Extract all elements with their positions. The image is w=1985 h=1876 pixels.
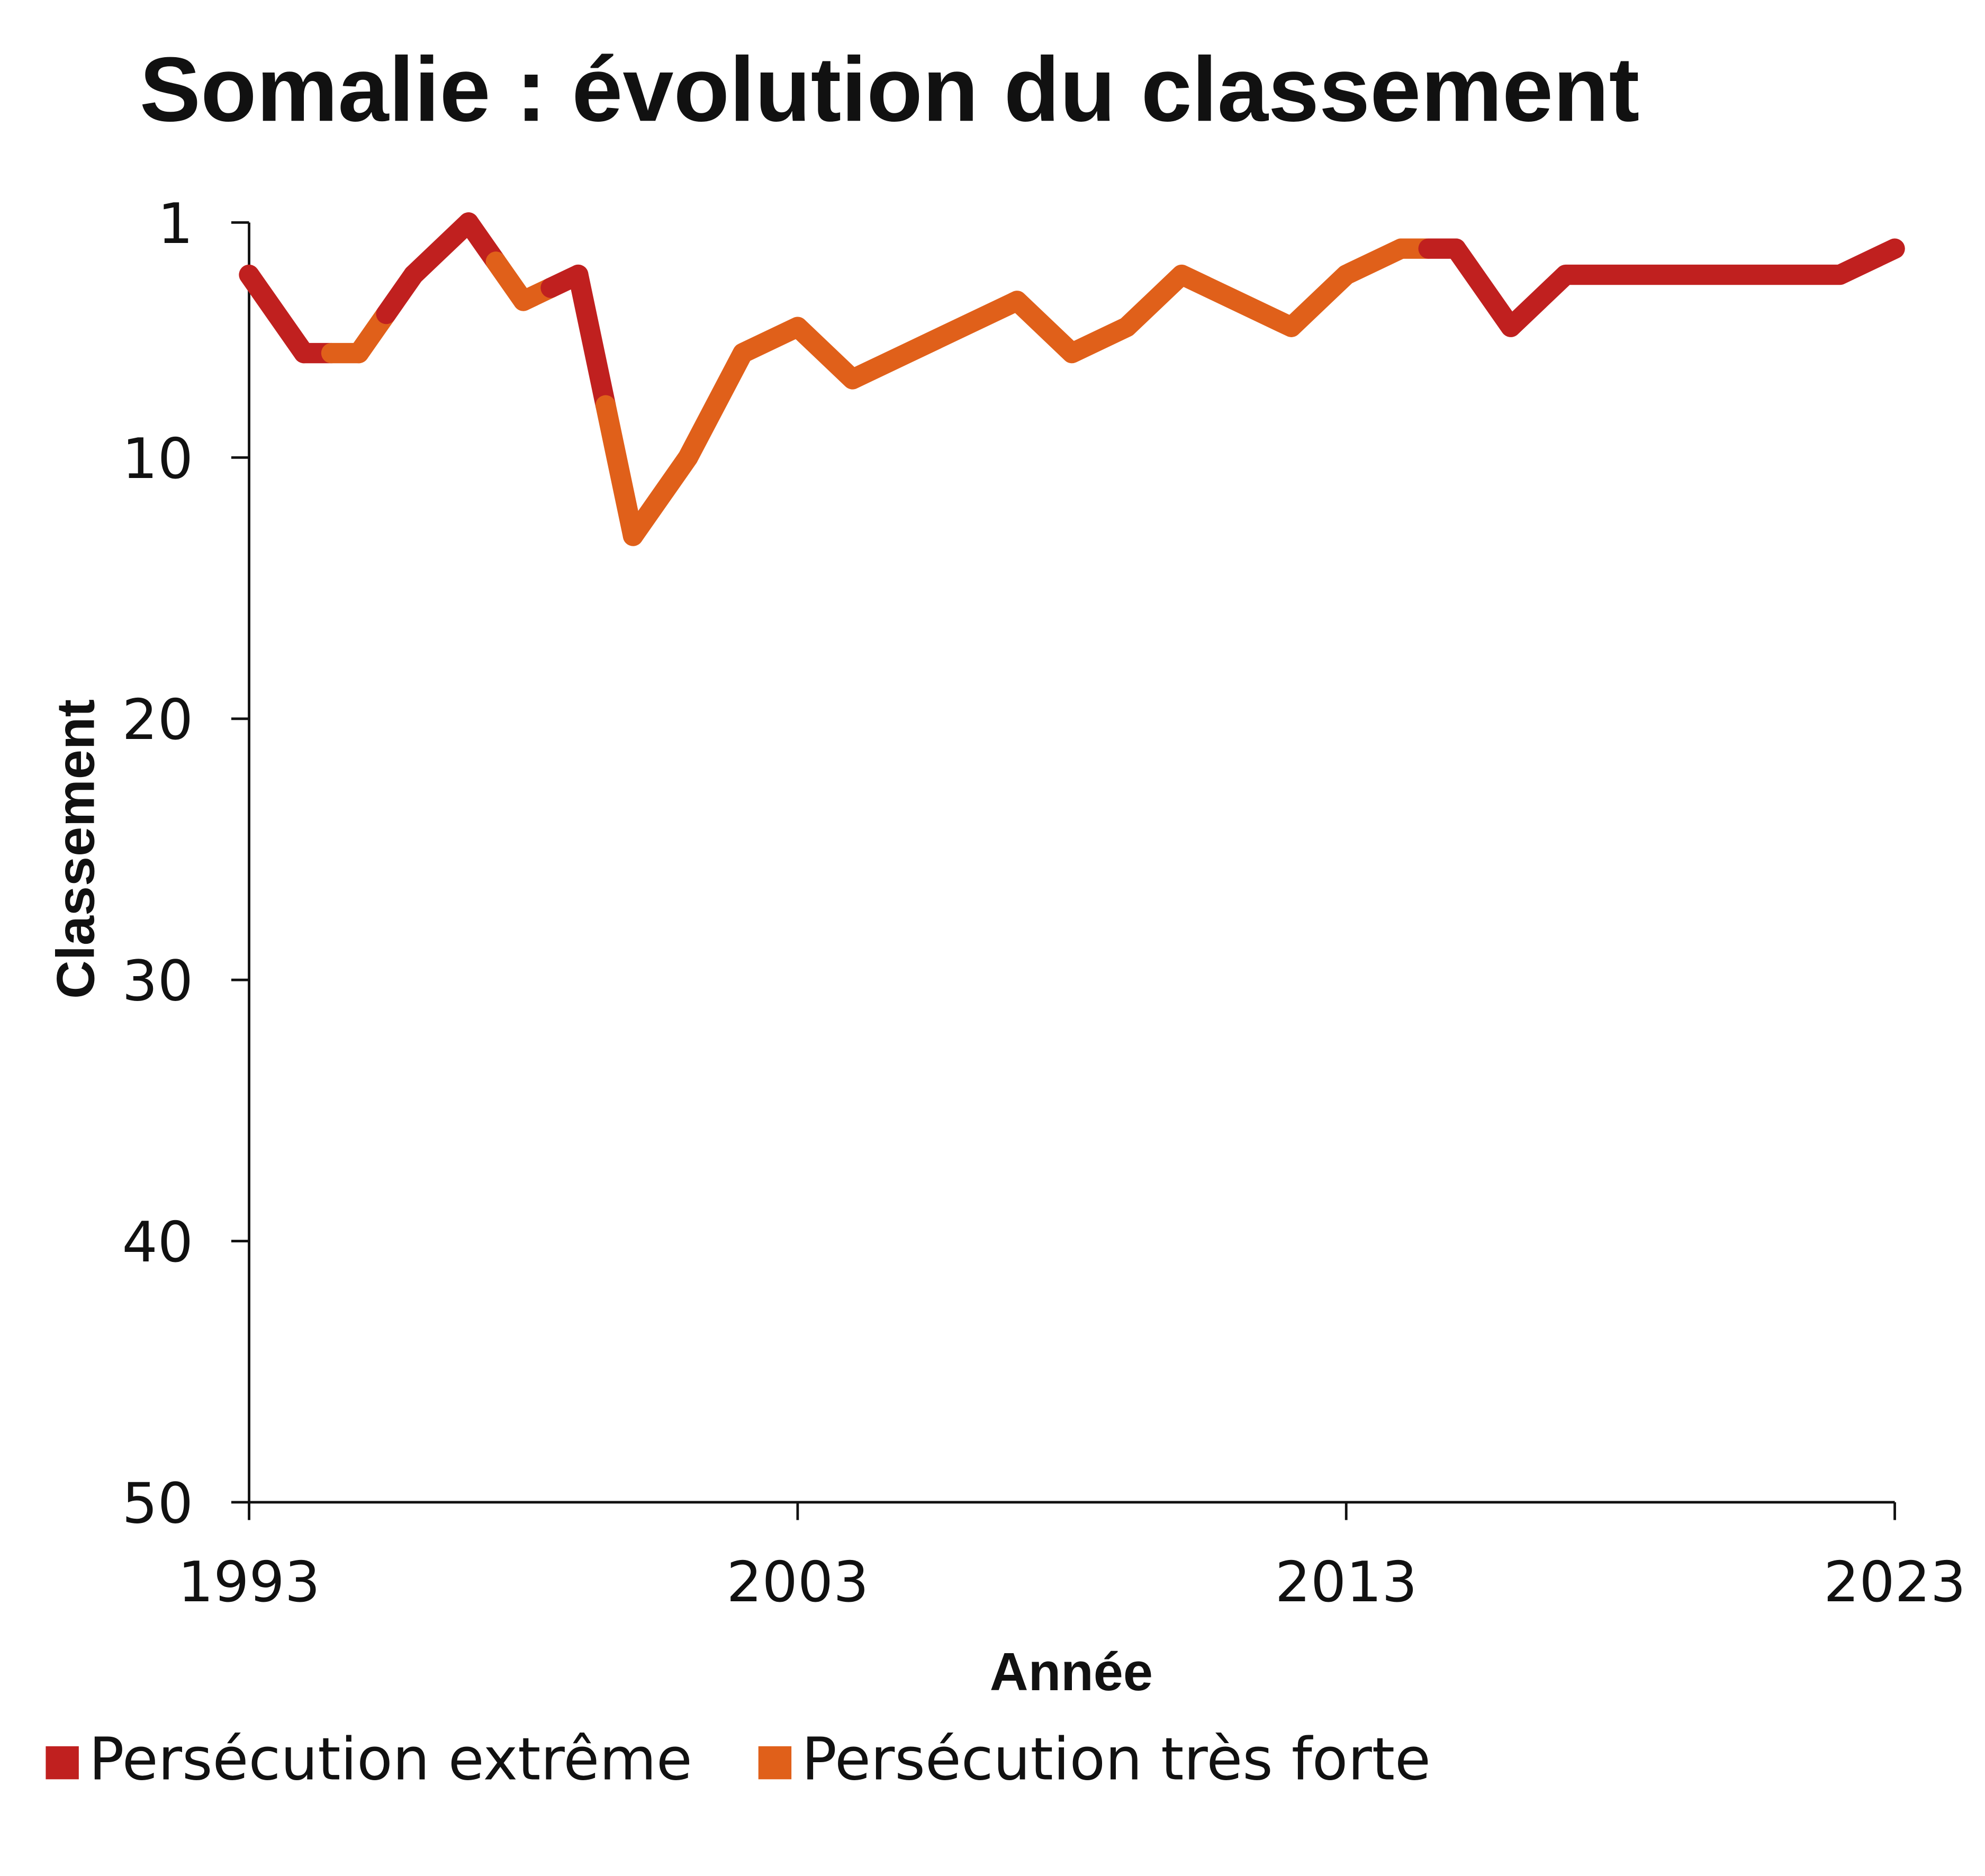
line-connector [568,264,616,416]
y-tick-label: 30 [122,949,193,1014]
y-tick-label: 40 [122,1210,193,1275]
x-tick-label: 2013 [1275,1549,1418,1615]
data-line [622,238,1412,546]
legend-swatch [46,1746,79,1780]
x-tick-label: 2003 [726,1549,869,1615]
line-connector [595,395,644,546]
x-tick-label: 2023 [1824,1549,1966,1615]
x-axis-title: Année [990,1643,1153,1702]
legend-label: Persécution très forte [801,1725,1431,1793]
data-line [239,212,1905,364]
legend-swatch [758,1746,792,1780]
y-tick-label: 1 [158,191,193,256]
chart-title: Somalie : évolution du classement [140,38,1639,140]
y-tick-label: 50 [122,1471,193,1536]
y-tick-label: 10 [122,426,193,491]
y-axis-title: Classement [47,699,106,999]
legend-label: Persécution extrême [89,1725,692,1793]
x-tick-label: 1993 [178,1549,320,1615]
y-tick-label: 20 [122,687,193,752]
